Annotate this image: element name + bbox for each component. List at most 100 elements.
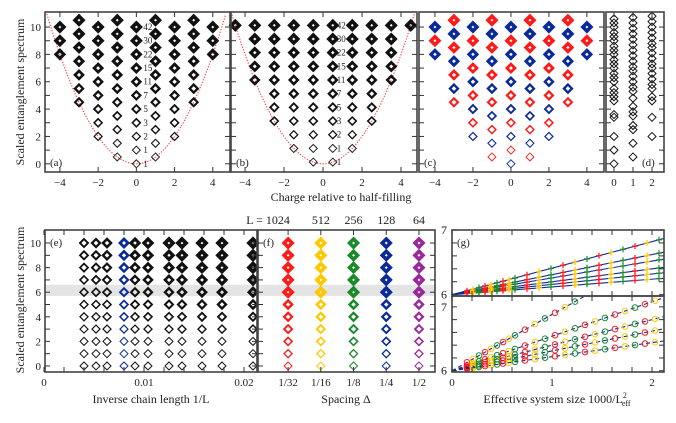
panel-f-marker	[281, 273, 295, 287]
panel-c-marker	[486, 82, 498, 95]
panel-c-marker	[504, 20, 518, 34]
panel-e-marker	[143, 324, 153, 335]
panel-c-marker	[466, 48, 480, 61]
panel-f-highlight-band	[258, 284, 435, 296]
panel-e-marker	[129, 274, 141, 286]
panel-g-bottom-marker	[571, 343, 579, 350]
panel-c-marker	[580, 34, 594, 48]
panel-c-marker	[506, 131, 516, 142]
panel-g-bottom-marker	[505, 347, 513, 355]
panel-c-x-tick-label: 2	[546, 177, 552, 189]
panel-e-marker	[177, 348, 187, 359]
panel-g-top-marker	[596, 266, 602, 273]
panel-f-marker	[380, 323, 392, 335]
panel-c-marker	[542, 48, 556, 61]
panel-a-marker	[169, 117, 180, 128]
panel-g-bottom-marker	[511, 354, 519, 362]
panel-c-marker	[505, 89, 517, 101]
panel-f-marker	[379, 273, 393, 287]
panel-a-marker	[131, 103, 142, 115]
panel-g-bottom-marker	[487, 357, 495, 365]
panel-d-marker	[647, 92, 657, 102]
panel-e-marker	[101, 286, 113, 298]
panel-g-bottom-marker	[521, 352, 529, 360]
panel-g-label: (g)	[457, 237, 470, 249]
panel-g-bottom-marker	[651, 315, 659, 323]
panel-d-marker	[647, 42, 657, 53]
panel-c-marker	[525, 152, 535, 162]
panel-a-marker	[149, 41, 162, 54]
panel-g-bottom-marker	[561, 338, 569, 346]
panel-f-marker	[314, 261, 328, 275]
panel-c-frame	[418, 11, 605, 173]
panel-g-top-marker	[620, 246, 626, 253]
panel-d-label: (d)	[642, 157, 655, 169]
panel-c-marker	[485, 55, 499, 68]
panel-d-marker	[609, 87, 619, 98]
panel-g-bottom-marker	[601, 345, 609, 353]
panel-g-bottom-frame	[451, 295, 665, 373]
panel-e-marker	[102, 361, 112, 371]
panel-g-top-marker	[608, 249, 614, 256]
panel-e-marker	[118, 311, 130, 322]
panel-a-parabola	[46, 13, 227, 165]
panel-g-top-marker	[620, 278, 626, 285]
panel-a-marker	[150, 124, 161, 135]
panel-a-frame	[44, 11, 231, 173]
panel-e-marker	[175, 236, 189, 250]
panel-g-bottom-marker	[521, 357, 529, 364]
panel-a-y-tick-label: 8	[36, 49, 42, 61]
panel-e-marker	[90, 274, 102, 286]
panel-a-marker	[150, 138, 161, 149]
panel-g-bottom-marker	[651, 297, 659, 305]
panel-b-marker	[306, 18, 320, 32]
panel-b-degeneracy-label: 7	[337, 89, 342, 99]
panel-e-marker	[129, 286, 141, 298]
panel-g-bottom-marker	[571, 350, 579, 357]
panel-a-x-tick-label: −4	[54, 177, 66, 189]
panel-d-marker	[628, 138, 638, 148]
panel-c-marker	[447, 27, 461, 41]
panel-g-bottom-marker	[621, 343, 629, 350]
panel-e-marker	[79, 324, 89, 334]
panel-g-bottom-fit-line	[451, 295, 586, 372]
panel-g-top-marker	[596, 280, 602, 287]
panel-e-marker	[143, 361, 153, 371]
panel-d-marker	[609, 41, 619, 51]
panel-a-x-tick-label: −2	[92, 177, 104, 189]
panel-g-bottom-marker	[541, 354, 549, 361]
panel-c-marker	[486, 124, 497, 135]
panel-d-frame	[605, 11, 665, 173]
panel-e-marker	[129, 299, 141, 310]
panel-d-marker	[609, 63, 619, 73]
panel-d-marker	[628, 23, 638, 34]
x-axis-label-f: Spacing Δ	[321, 392, 371, 406]
panel-g-bottom-marker	[511, 351, 519, 358]
panel-e-y-tick-label: 0	[36, 361, 42, 373]
panel-d-marker	[609, 83, 619, 94]
panel-a-marker	[110, 13, 124, 27]
panel-a-marker	[168, 34, 182, 48]
panel-e-marker	[141, 236, 155, 250]
panel-b-x-tick-label: 2	[359, 177, 365, 189]
panel-d-marker	[628, 34, 638, 45]
panel-g-top-marker	[608, 264, 614, 271]
panel-b-marker	[327, 88, 339, 100]
panel-a-marker	[72, 13, 86, 27]
panel-e-marker	[78, 287, 90, 298]
panel-a-y-tick-label: 6	[36, 77, 42, 89]
panel-b-frame	[230, 11, 418, 173]
panel-a-marker	[149, 69, 162, 81]
panel-d-marker	[609, 27, 619, 38]
panel-g-bottom-marker	[581, 333, 589, 341]
panel-b-marker	[306, 32, 320, 46]
panel-c-marker	[467, 103, 479, 115]
panel-a-degeneracy-label: 15	[143, 63, 153, 73]
panel-b-marker	[287, 74, 300, 86]
panel-e-marker	[215, 236, 229, 250]
panel-g-bottom-marker	[581, 321, 589, 329]
panel-e-marker	[118, 237, 130, 250]
panel-d-marker	[647, 131, 657, 142]
panel-a-y-tick-label: 4	[36, 104, 42, 116]
